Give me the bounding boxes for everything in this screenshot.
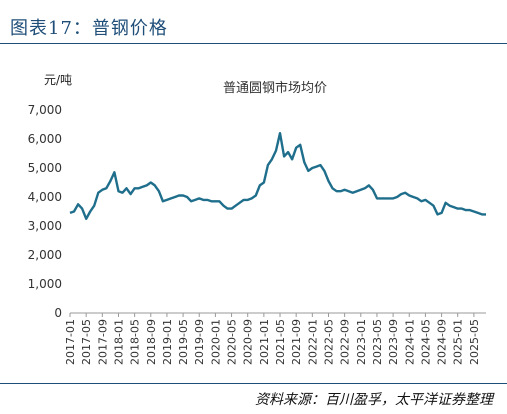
x-tick-label: 2022-01 xyxy=(306,319,319,365)
x-tick-label: 2019-01 xyxy=(161,319,174,365)
footer-divider xyxy=(0,383,507,384)
y-tick-label: 6,000 xyxy=(28,132,62,146)
figure-header: 图表17：普钢价格 xyxy=(0,0,507,44)
x-tick-label: 2022-05 xyxy=(322,319,335,365)
x-axis-ticks: 2017-01 2017-05 2017-09 2018-01 2018-05 2018-… xyxy=(64,313,481,365)
title-divider xyxy=(0,43,507,44)
y-tick-label: 3,000 xyxy=(28,219,62,233)
x-tick-label: 2024-09 xyxy=(436,319,449,365)
x-tick-label: 2023-05 xyxy=(371,319,384,365)
x-tick-label: 2017-01 xyxy=(64,319,77,365)
y-axis-ticks: 0 1,000 2,000 3,000 4,000 5,000 6,000 7,000 xyxy=(28,103,62,320)
x-tick-label: 2025-05 xyxy=(468,319,481,365)
x-tick-label: 2022-09 xyxy=(339,319,352,365)
x-tick-label: 2020-05 xyxy=(226,319,239,365)
x-tick-label: 2021-01 xyxy=(258,319,271,365)
x-tick-label: 2018-01 xyxy=(112,319,125,365)
x-tick-label: 2017-09 xyxy=(96,319,109,365)
x-tick-label: 2023-09 xyxy=(387,319,400,365)
x-tick-label: 2019-09 xyxy=(193,319,206,365)
y-tick-label: 2,000 xyxy=(28,248,62,262)
x-tick-label: 2024-01 xyxy=(403,319,416,365)
source-note: 资料来源：百川盈孚，太平洋证券整理 xyxy=(255,392,493,408)
line-chart: 元/吨 普通圆钢市场均价 0 1,000 2,000 3,000 4,000 5,000 6… xyxy=(28,73,486,365)
x-tick-label: 2020-01 xyxy=(209,319,222,365)
x-tick-label: 2018-09 xyxy=(145,319,158,365)
chart-title: 普通圆钢市场均价 xyxy=(223,80,327,96)
y-axis-unit-label: 元/吨 xyxy=(44,73,72,87)
x-tick-label: 2021-05 xyxy=(274,319,287,365)
x-tick-label: 2018-05 xyxy=(129,319,142,365)
x-tick-label: 2025-01 xyxy=(452,319,465,365)
figure-title: 图表17：普钢价格 xyxy=(10,18,168,39)
x-tick-label: 2020-09 xyxy=(242,319,255,365)
y-tick-label: 5,000 xyxy=(28,161,62,175)
series-line xyxy=(69,131,486,221)
y-tick-label: 4,000 xyxy=(28,190,62,204)
x-tick-label: 2024-05 xyxy=(419,319,432,365)
x-tick-label: 2021-09 xyxy=(290,319,303,365)
x-tick-label: 2019-05 xyxy=(177,319,190,365)
x-tick-label: 2023-01 xyxy=(355,319,368,365)
y-tick-label: 1,000 xyxy=(28,277,62,291)
y-tick-label: 0 xyxy=(54,306,62,320)
y-tick-label: 7,000 xyxy=(28,103,62,117)
x-tick-label: 2017-05 xyxy=(80,319,93,365)
